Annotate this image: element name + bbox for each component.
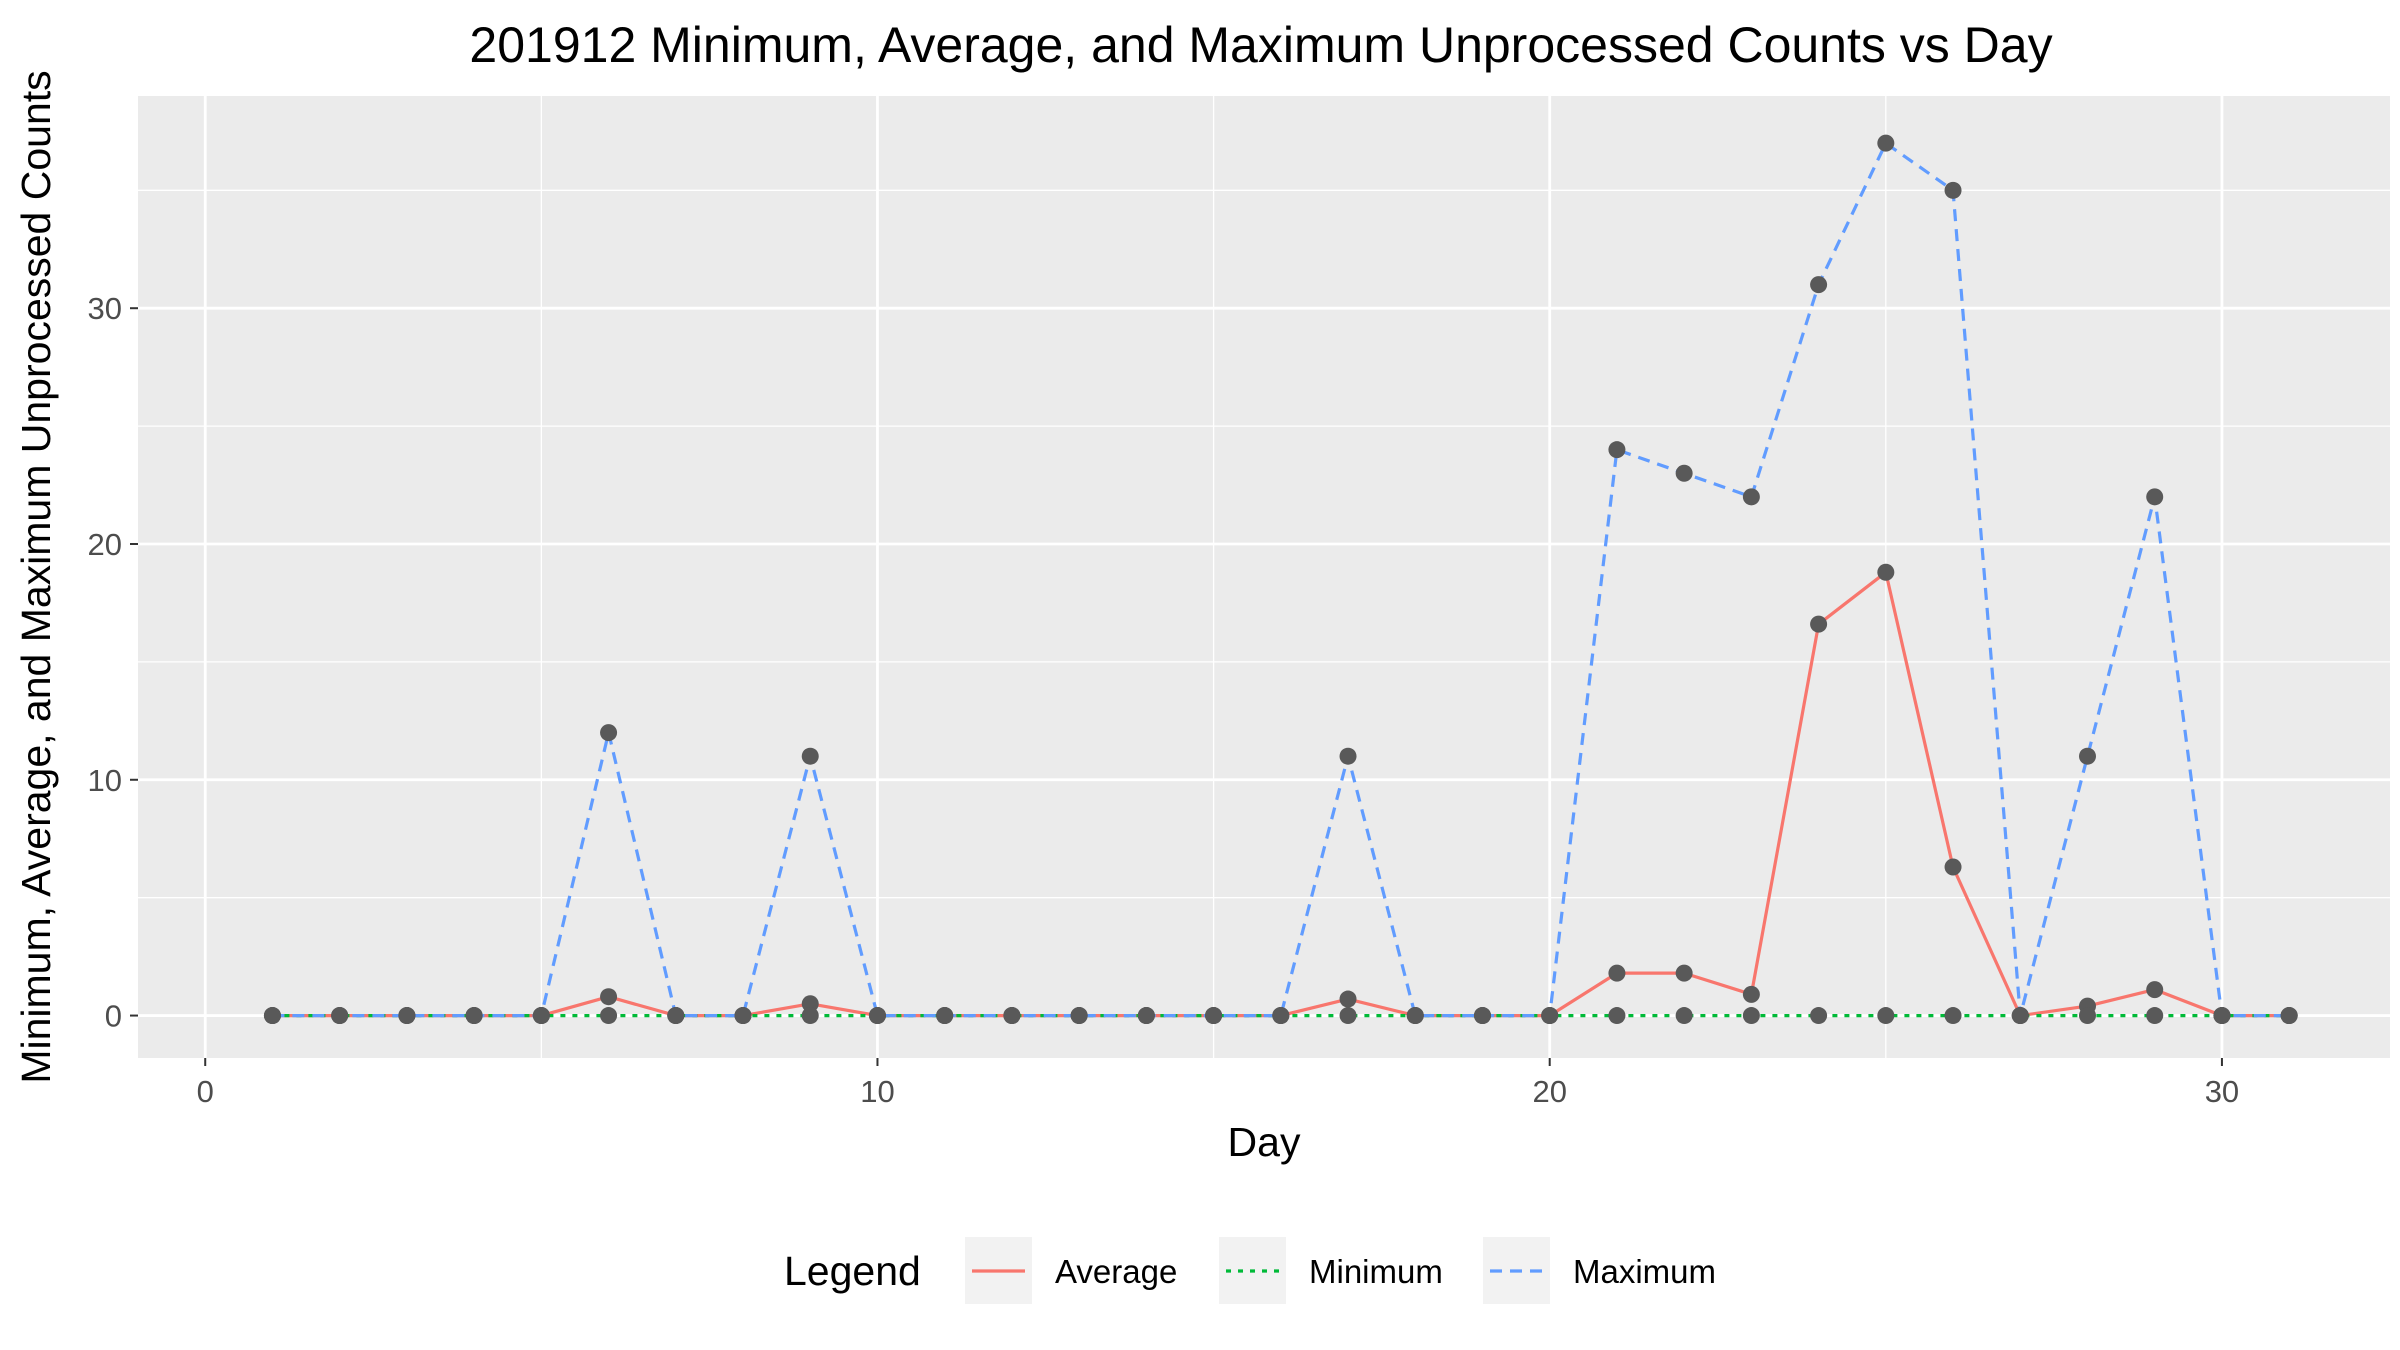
data-point-minimum: [1944, 1007, 1962, 1025]
legend: Legend Average Minimum Maximum: [784, 1237, 1716, 1304]
data-point-average: [1810, 615, 1828, 633]
data-point-maximum: [2213, 1007, 2231, 1025]
data-point-average: [1339, 990, 1357, 1008]
series-points: [263, 134, 2298, 1025]
data-point-minimum: [600, 1007, 618, 1025]
data-point-maximum: [465, 1007, 483, 1025]
data-point-average: [600, 988, 618, 1006]
chart-title: 201912 Minimum, Average, and Maximum Unp…: [469, 17, 2052, 73]
x-tick-label: 10: [860, 1074, 894, 1109]
x-tick-label: 0: [197, 1074, 214, 1109]
minor-gridlines: [138, 96, 2390, 1058]
plot-panel: [138, 96, 2390, 1058]
y-tick-label: 30: [88, 291, 122, 326]
y-axis-title: Minimum, Average, and Maximum Unprocesse…: [13, 70, 59, 1083]
data-point-maximum: [801, 747, 819, 765]
data-point-average: [1742, 985, 1760, 1003]
data-point-maximum: [1944, 181, 1962, 199]
data-point-average: [1944, 858, 1962, 876]
legend-label-minimum: Minimum: [1309, 1253, 1443, 1290]
data-point-average: [1877, 563, 1895, 581]
data-point-maximum: [600, 724, 618, 742]
data-point-maximum: [2011, 1007, 2029, 1025]
data-point-maximum: [1675, 464, 1693, 482]
data-point-minimum: [2146, 1007, 2164, 1025]
x-tick-label: 20: [1532, 1074, 1566, 1109]
data-point-maximum: [1541, 1007, 1559, 1025]
data-point-maximum: [667, 1007, 685, 1025]
y-tick-label: 10: [88, 763, 122, 798]
legend-title: Legend: [784, 1248, 921, 1294]
data-point-minimum: [1339, 1007, 1357, 1025]
data-point-maximum: [331, 1007, 349, 1025]
data-point-average: [801, 995, 819, 1013]
y-tick-label: 20: [88, 527, 122, 562]
data-point-maximum: [1608, 441, 1626, 459]
data-point-maximum: [2146, 488, 2164, 506]
data-point-minimum: [1810, 1007, 1828, 1025]
data-point-maximum: [936, 1007, 954, 1025]
data-point-minimum: [2078, 1007, 2096, 1025]
data-point-maximum: [868, 1007, 886, 1025]
data-point-minimum: [1675, 1007, 1693, 1025]
x-axis-title: Day: [1228, 1119, 1301, 1165]
y-axis: 0 10 20 30: [88, 291, 138, 1034]
data-point-maximum: [1406, 1007, 1424, 1025]
data-point-average: [2146, 981, 2164, 999]
x-axis: 0 10 20 30: [197, 1058, 2239, 1109]
data-point-minimum: [801, 1007, 819, 1025]
data-point-maximum: [1205, 1007, 1223, 1025]
legend-label-maximum: Maximum: [1573, 1253, 1716, 1290]
x-tick-label: 30: [2205, 1074, 2239, 1109]
data-point-maximum: [532, 1007, 550, 1025]
data-point-maximum: [1742, 488, 1760, 506]
data-point-average: [1675, 964, 1693, 982]
data-point-maximum: [2078, 747, 2096, 765]
data-point-average: [1608, 964, 1626, 982]
data-point-maximum: [734, 1007, 752, 1025]
data-point-minimum: [1742, 1007, 1760, 1025]
data-point-maximum: [1339, 747, 1357, 765]
data-point-maximum: [1070, 1007, 1088, 1025]
legend-label-average: Average: [1055, 1253, 1177, 1290]
data-point-maximum: [263, 1007, 281, 1025]
data-point-maximum: [1003, 1007, 1021, 1025]
data-point-maximum: [1877, 134, 1895, 152]
data-point-minimum: [1877, 1007, 1895, 1025]
data-point-maximum: [1810, 276, 1828, 294]
data-point-maximum: [398, 1007, 416, 1025]
data-point-maximum: [1473, 1007, 1491, 1025]
data-point-maximum: [1137, 1007, 1155, 1025]
data-point-minimum: [1608, 1007, 1626, 1025]
data-point-maximum: [1272, 1007, 1290, 1025]
data-point-maximum: [2280, 1007, 2298, 1025]
y-tick-label: 0: [105, 999, 122, 1034]
